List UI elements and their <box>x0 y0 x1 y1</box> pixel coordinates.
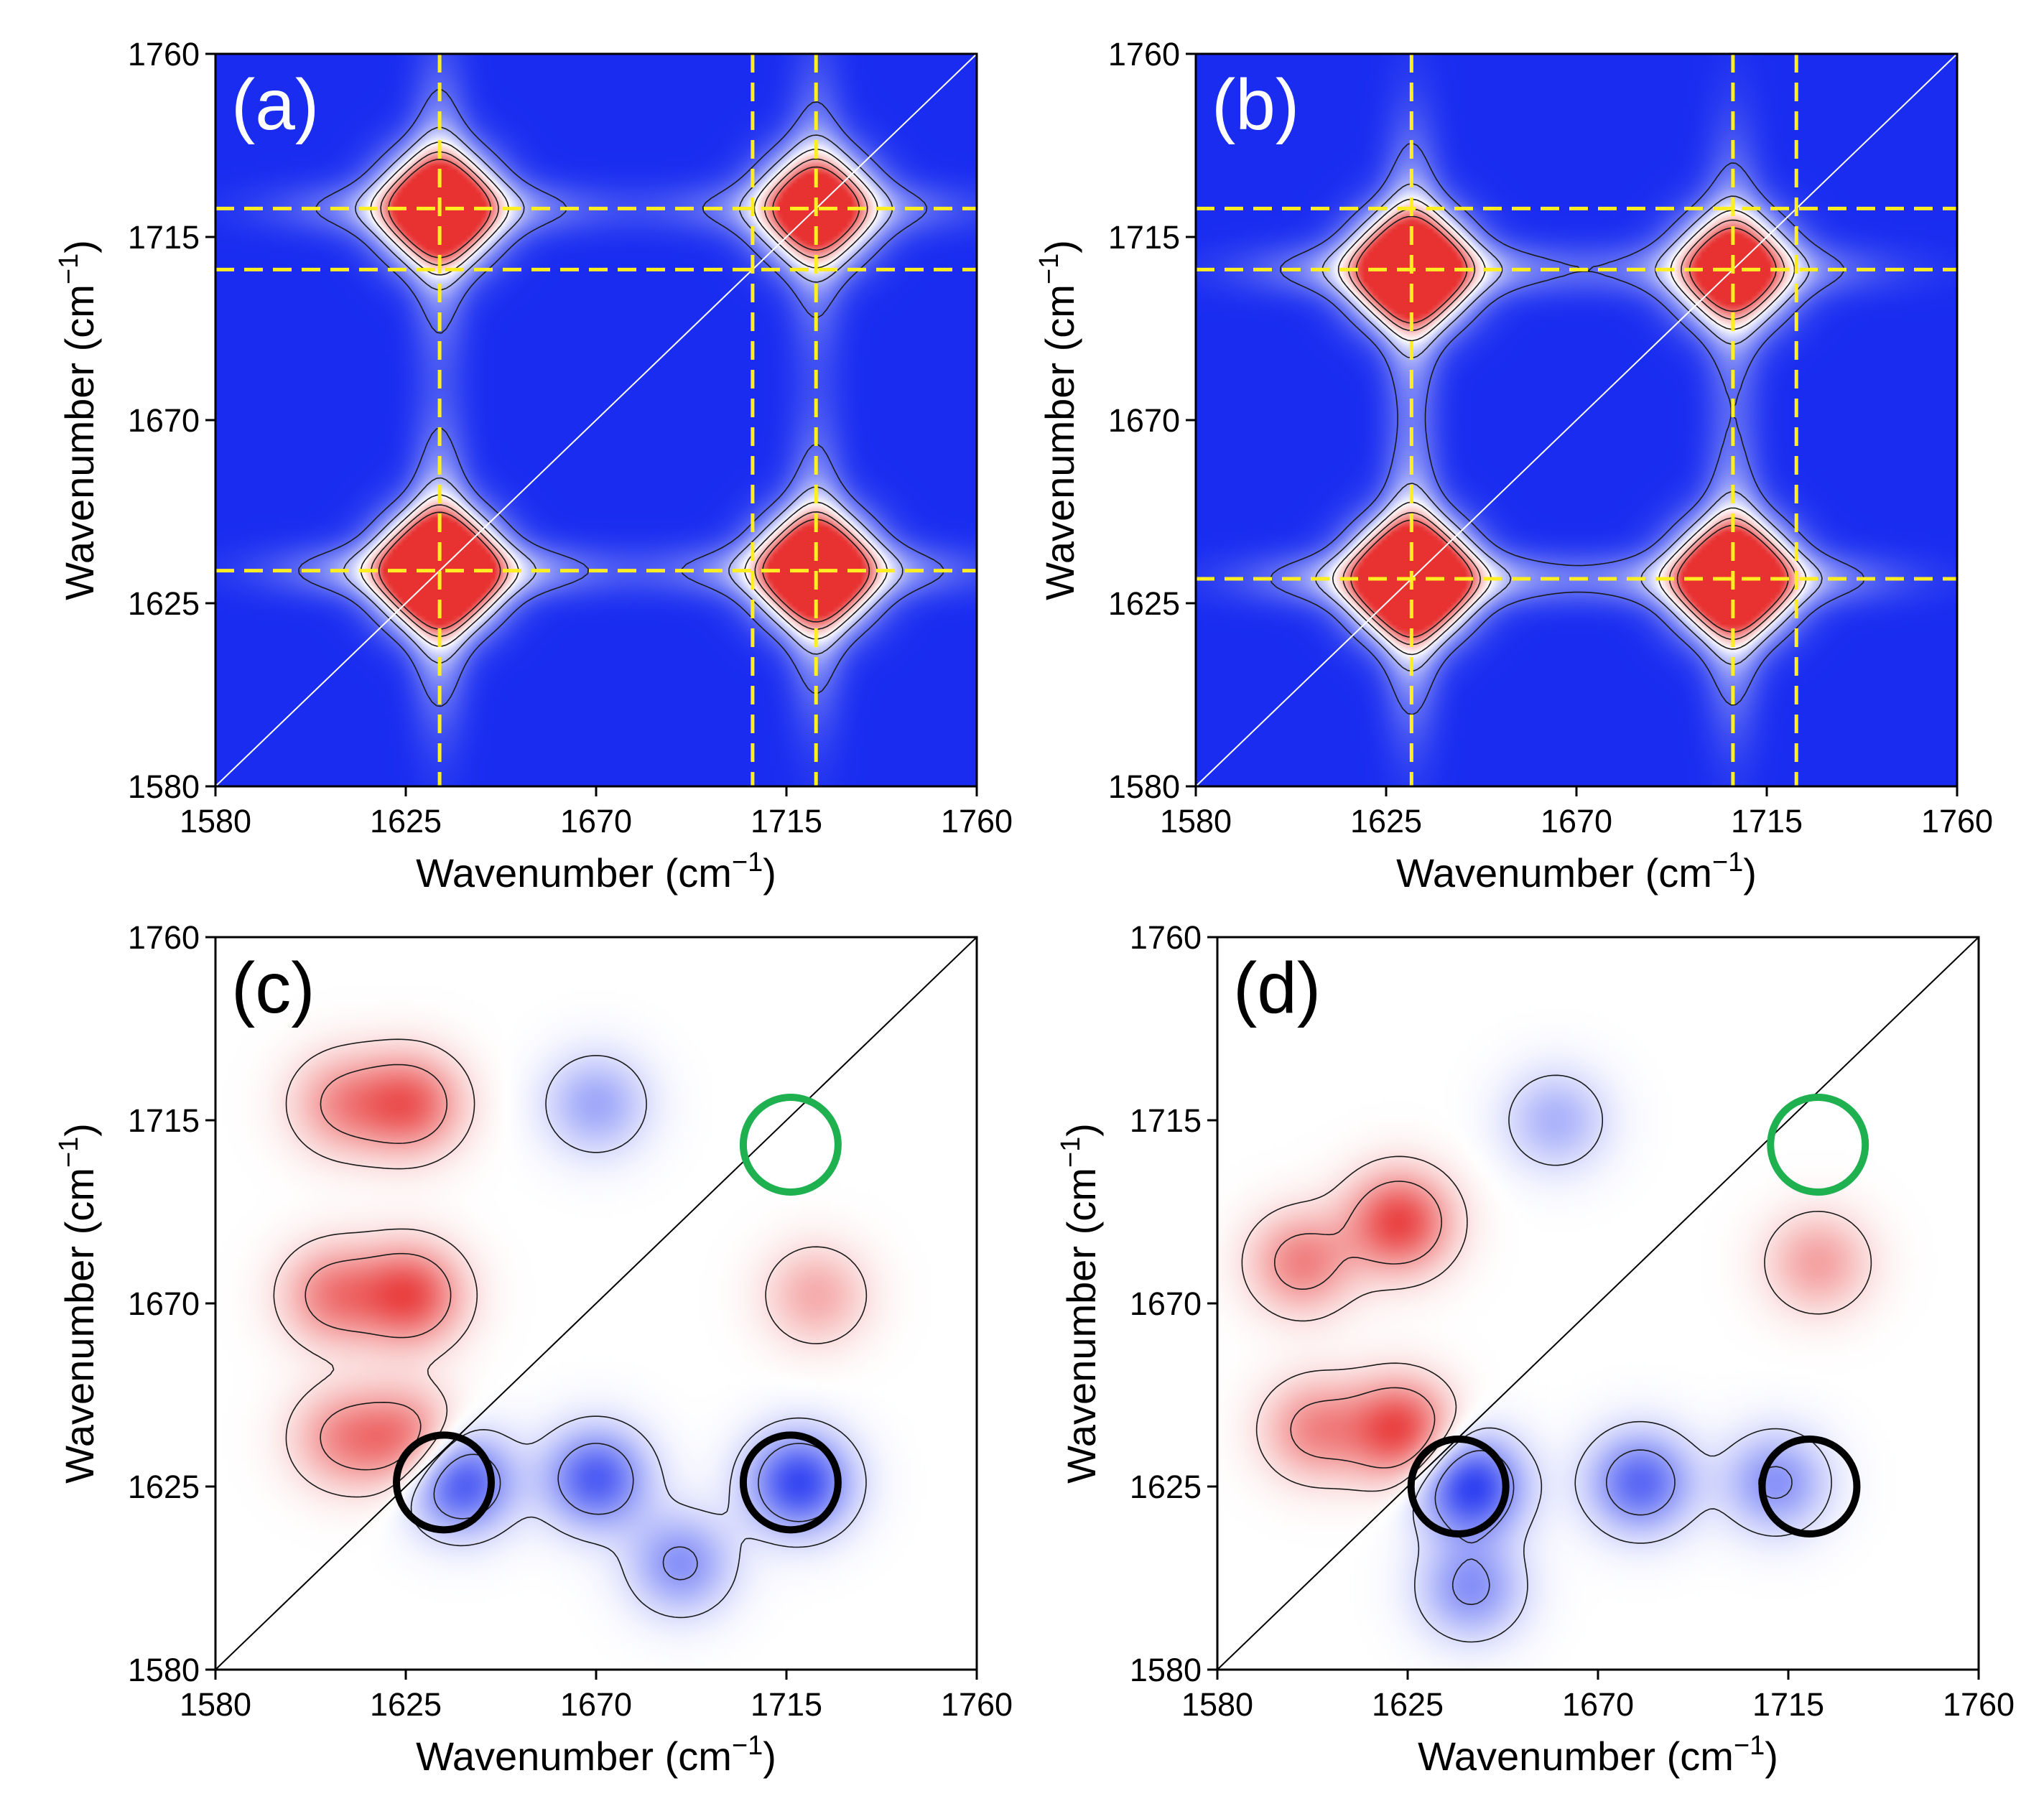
panel-c: 1580 1625 1670 1715 1760 1580 1625 1670 1715 1760… <box>54 919 1013 1779</box>
panel-label: (a) <box>231 65 319 145</box>
contour-line <box>1342 208 1797 646</box>
panel-b: 1580 1625 1670 1715 1760 1580 1625 1670 1715 1760… <box>1034 36 1993 895</box>
x-tick-label: 1625 <box>370 1686 442 1723</box>
contour-line <box>1274 1181 1442 1469</box>
y-tick-label: 1580 <box>1130 1652 1202 1688</box>
x-tick-label: 1715 <box>751 1686 822 1723</box>
y-tick-label: 1760 <box>128 919 200 956</box>
x-axis-label: Wavenumber (cm−1) <box>416 847 776 895</box>
x-tick-label: 1580 <box>1160 803 1232 839</box>
y-tick-label: 1580 <box>1108 768 1180 805</box>
contour-line <box>410 1055 867 1619</box>
y-tick-label: 1715 <box>128 1102 200 1139</box>
y-axis-label: Wavenumber (cm−1) <box>54 240 102 600</box>
y-tick-label: 1580 <box>128 768 200 805</box>
x-tick-label: 1670 <box>1562 1686 1634 1723</box>
y-tick-label: 1760 <box>1108 36 1180 73</box>
diagonal-line <box>1195 53 1958 787</box>
contour-line <box>360 141 888 647</box>
y-tick-label: 1625 <box>128 585 200 622</box>
x-tick-label: 1760 <box>941 803 1013 839</box>
black-circle-marker <box>1407 1436 1510 1537</box>
y-tick-label: 1670 <box>1130 1285 1202 1322</box>
x-tick-label: 1670 <box>1541 803 1612 839</box>
y-tick-label: 1580 <box>128 1652 200 1688</box>
y-tick-label: 1715 <box>1130 1102 1202 1139</box>
panel-label: (c) <box>231 948 315 1028</box>
x-tick-label: 1715 <box>751 803 822 839</box>
x-tick-label: 1625 <box>370 803 442 839</box>
y-tick-label: 1760 <box>128 36 200 73</box>
x-tick-label: 1760 <box>941 1686 1013 1723</box>
y-tick-label: 1670 <box>128 402 200 439</box>
x-tick-label: 1670 <box>560 803 632 839</box>
contour-line <box>1314 183 1823 672</box>
x-axis-label: Wavenumber (cm−1) <box>1418 1731 1778 1779</box>
black-circle-marker <box>739 1431 842 1534</box>
contour-line <box>1412 1074 1832 1643</box>
x-tick-label: 1715 <box>1752 1686 1824 1723</box>
y-axis-label: Wavenumber (cm−1) <box>54 1123 102 1484</box>
contour-line <box>273 1038 868 1498</box>
black-circle-marker <box>393 1431 495 1534</box>
x-tick-label: 1580 <box>1181 1686 1253 1723</box>
x-axis-label: Wavenumber (cm−1) <box>416 1731 776 1779</box>
contour-line <box>371 151 878 637</box>
x-axis-label: Wavenumber (cm−1) <box>1396 847 1757 895</box>
y-tick-label: 1715 <box>1108 219 1180 256</box>
contour-line <box>305 1064 452 1471</box>
diagonal-line <box>215 53 977 787</box>
y-tick-label: 1625 <box>128 1469 200 1505</box>
y-tick-label: 1670 <box>128 1285 200 1322</box>
contour-line <box>343 126 903 664</box>
x-tick-label: 1670 <box>560 1686 632 1723</box>
green-circle-marker <box>739 1094 842 1196</box>
contour-line <box>298 88 944 707</box>
diagonal-line <box>215 936 977 1670</box>
y-axis-label: Wavenumber (cm−1) <box>1034 240 1082 600</box>
contour-line <box>433 1443 840 1581</box>
y-axis-label: Wavenumber (cm−1) <box>1056 1123 1104 1484</box>
panel-d: 1580 1625 1670 1715 1760 1580 1625 1670 1715 1760… <box>1056 919 2015 1779</box>
y-tick-label: 1715 <box>128 219 200 256</box>
panel-label: (b) <box>1212 65 1299 145</box>
contour-line <box>1332 198 1807 656</box>
diagonal-line <box>1217 936 1979 1670</box>
y-tick-label: 1670 <box>1108 402 1180 439</box>
x-tick-label: 1625 <box>1350 803 1422 839</box>
x-tick-label: 1760 <box>1921 803 1993 839</box>
x-tick-label: 1715 <box>1731 803 1803 839</box>
x-tick-label: 1625 <box>1372 1686 1444 1723</box>
x-tick-label: 1580 <box>180 803 251 839</box>
contour-line <box>1350 215 1789 638</box>
x-tick-label: 1760 <box>1943 1686 2015 1723</box>
panel-label: (d) <box>1233 948 1321 1028</box>
panel-a: 1580 1625 1670 1715 1760 1580 1625 1670 1715 1760… <box>54 36 1013 895</box>
contour-line <box>1241 1155 1872 1492</box>
y-tick-label: 1760 <box>1130 919 1202 956</box>
green-circle-marker <box>1767 1094 1869 1196</box>
black-circle-marker <box>1758 1436 1861 1537</box>
y-tick-label: 1625 <box>1130 1469 1202 1505</box>
y-tick-label: 1625 <box>1108 585 1180 622</box>
x-tick-label: 1580 <box>180 1686 251 1723</box>
